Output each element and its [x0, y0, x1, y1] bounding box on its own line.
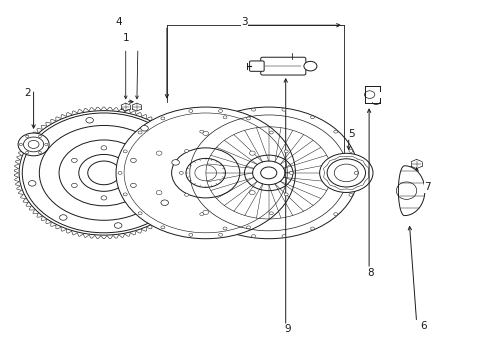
Circle shape	[141, 126, 148, 131]
Circle shape	[156, 151, 162, 155]
Circle shape	[269, 212, 273, 215]
Circle shape	[203, 131, 208, 135]
Circle shape	[130, 183, 136, 188]
Circle shape	[39, 140, 47, 146]
Circle shape	[303, 61, 316, 71]
Circle shape	[101, 146, 106, 150]
FancyBboxPatch shape	[249, 61, 264, 71]
Circle shape	[310, 227, 314, 230]
Circle shape	[249, 151, 255, 155]
Text: 4: 4	[115, 17, 122, 27]
Circle shape	[19, 111, 188, 235]
Circle shape	[28, 181, 36, 186]
Circle shape	[179, 171, 183, 174]
Circle shape	[269, 131, 273, 134]
Circle shape	[39, 151, 41, 154]
Circle shape	[223, 227, 226, 230]
Circle shape	[86, 117, 93, 123]
Circle shape	[260, 167, 276, 179]
Circle shape	[20, 143, 22, 145]
Circle shape	[251, 108, 255, 111]
Circle shape	[348, 149, 352, 152]
Circle shape	[179, 107, 358, 239]
Circle shape	[223, 116, 226, 119]
Polygon shape	[398, 166, 424, 216]
Circle shape	[333, 213, 337, 216]
Circle shape	[45, 143, 48, 145]
Circle shape	[188, 233, 192, 236]
Circle shape	[116, 107, 295, 239]
Circle shape	[319, 153, 372, 193]
Circle shape	[161, 200, 168, 206]
Circle shape	[26, 151, 29, 154]
Circle shape	[353, 171, 357, 174]
Circle shape	[289, 171, 293, 174]
Circle shape	[161, 226, 164, 229]
Circle shape	[123, 193, 127, 196]
Circle shape	[246, 117, 250, 120]
Circle shape	[249, 190, 255, 195]
Circle shape	[18, 133, 49, 156]
Circle shape	[218, 109, 222, 112]
Text: 3: 3	[241, 17, 247, 27]
Circle shape	[156, 190, 162, 195]
Circle shape	[310, 116, 314, 119]
Circle shape	[203, 210, 208, 215]
Circle shape	[200, 130, 203, 133]
Circle shape	[71, 183, 77, 188]
Text: 5: 5	[347, 129, 354, 139]
Circle shape	[26, 135, 29, 138]
Circle shape	[138, 131, 142, 134]
Circle shape	[130, 158, 136, 162]
Circle shape	[200, 213, 203, 216]
Text: 8: 8	[366, 267, 373, 278]
Circle shape	[251, 235, 255, 238]
Circle shape	[284, 150, 287, 153]
Text: 7: 7	[424, 182, 430, 192]
FancyBboxPatch shape	[260, 57, 305, 75]
Circle shape	[333, 130, 337, 133]
Circle shape	[188, 109, 192, 112]
Text: 9: 9	[284, 324, 291, 334]
Circle shape	[138, 212, 142, 215]
Circle shape	[218, 233, 222, 236]
Circle shape	[161, 117, 164, 120]
Circle shape	[282, 108, 285, 111]
Circle shape	[123, 150, 127, 153]
Circle shape	[184, 149, 188, 152]
Circle shape	[184, 193, 188, 196]
Text: 2: 2	[24, 88, 31, 98]
Circle shape	[39, 135, 41, 138]
Circle shape	[282, 235, 285, 238]
Circle shape	[348, 193, 352, 196]
Text: 1: 1	[122, 33, 129, 43]
Circle shape	[118, 171, 122, 174]
Circle shape	[101, 196, 106, 200]
Circle shape	[246, 226, 250, 229]
Text: 6: 6	[420, 321, 427, 331]
Circle shape	[171, 159, 179, 165]
Circle shape	[284, 193, 287, 196]
Circle shape	[114, 223, 122, 228]
Circle shape	[60, 215, 67, 220]
Circle shape	[71, 158, 77, 162]
